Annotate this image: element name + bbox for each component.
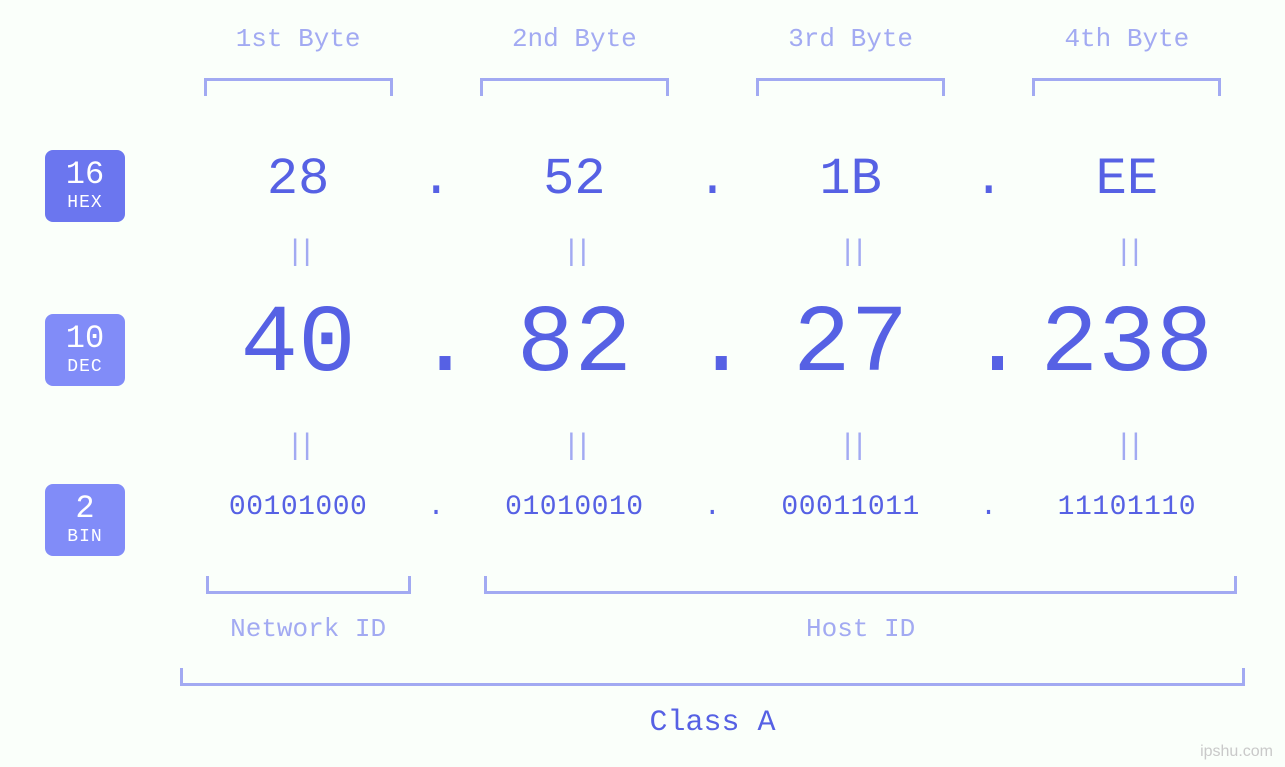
badge-dec-label: DEC	[45, 358, 125, 377]
source-link[interactable]: ipshu.com	[1200, 743, 1273, 761]
dot: .	[693, 492, 733, 523]
equals-icon: ||	[1009, 430, 1245, 464]
hex-byte-2: 52	[456, 150, 692, 209]
dec-byte-4: 238	[1009, 290, 1245, 399]
badge-bin-num: 2	[45, 492, 125, 526]
diagram-root: 16 HEX 10 DEC 2 BIN 1st Byte 2nd Byte 3r…	[0, 0, 1285, 767]
equals-icon: ||	[733, 236, 969, 270]
equals-icon: ||	[456, 430, 692, 464]
network-id-label: Network ID	[180, 614, 436, 644]
bin-byte-2: 01010010	[456, 492, 692, 523]
class-bracket-row	[180, 668, 1245, 686]
bracket-top-2	[480, 78, 669, 96]
dot: .	[969, 492, 1009, 523]
dec-byte-2: 82	[456, 290, 692, 399]
equals-icon: ||	[180, 430, 416, 464]
badge-hex-num: 16	[45, 158, 125, 192]
dec-byte-1: 40	[180, 290, 416, 399]
dot: .	[416, 290, 456, 399]
equals-row-1: || || || ||	[180, 236, 1245, 270]
bin-byte-3: 00011011	[733, 492, 969, 523]
class-label-row: Class A	[180, 706, 1245, 740]
byte-header-1: 1st Byte	[180, 24, 416, 54]
dec-row: 40 . 82 . 27 . 238	[180, 290, 1245, 399]
id-labels-row: Network ID Host ID	[180, 614, 1245, 644]
dot: .	[693, 150, 733, 209]
bracket-top-3	[756, 78, 945, 96]
bracket-class	[180, 668, 1245, 686]
bracket-top-1	[204, 78, 393, 96]
dot: .	[416, 492, 456, 523]
bin-row: 00101000 . 01010010 . 00011011 . 1110111…	[180, 492, 1245, 523]
hex-byte-1: 28	[180, 150, 416, 209]
dot: .	[693, 290, 733, 399]
id-brackets-row	[180, 576, 1245, 594]
dot: .	[969, 290, 1009, 399]
equals-row-2: || || || ||	[180, 430, 1245, 464]
hex-row: 28 . 52 . 1B . EE	[180, 150, 1245, 209]
badge-bin-label: BIN	[45, 528, 125, 547]
bin-byte-4: 11101110	[1009, 492, 1245, 523]
badge-dec-num: 10	[45, 322, 125, 356]
byte-headers-row: 1st Byte 2nd Byte 3rd Byte 4th Byte	[180, 24, 1245, 54]
badge-bin: 2 BIN	[45, 484, 125, 556]
bracket-top-4	[1032, 78, 1221, 96]
badge-hex-label: HEX	[45, 194, 125, 213]
byte-header-3: 3rd Byte	[733, 24, 969, 54]
bin-byte-1: 00101000	[180, 492, 416, 523]
badge-dec: 10 DEC	[45, 314, 125, 386]
hex-byte-4: EE	[1009, 150, 1245, 209]
equals-icon: ||	[1009, 236, 1245, 270]
host-id-label: Host ID	[476, 614, 1245, 644]
byte-header-2: 2nd Byte	[456, 24, 692, 54]
bracket-network-id	[206, 576, 411, 594]
equals-icon: ||	[733, 430, 969, 464]
bracket-host-id	[484, 576, 1237, 594]
dot: .	[969, 150, 1009, 209]
equals-icon: ||	[456, 236, 692, 270]
dec-byte-3: 27	[733, 290, 969, 399]
dot: .	[416, 150, 456, 209]
byte-brackets-top	[180, 78, 1245, 96]
equals-icon: ||	[180, 236, 416, 270]
badge-hex: 16 HEX	[45, 150, 125, 222]
hex-byte-3: 1B	[733, 150, 969, 209]
byte-header-4: 4th Byte	[1009, 24, 1245, 54]
class-label: Class A	[649, 706, 775, 740]
